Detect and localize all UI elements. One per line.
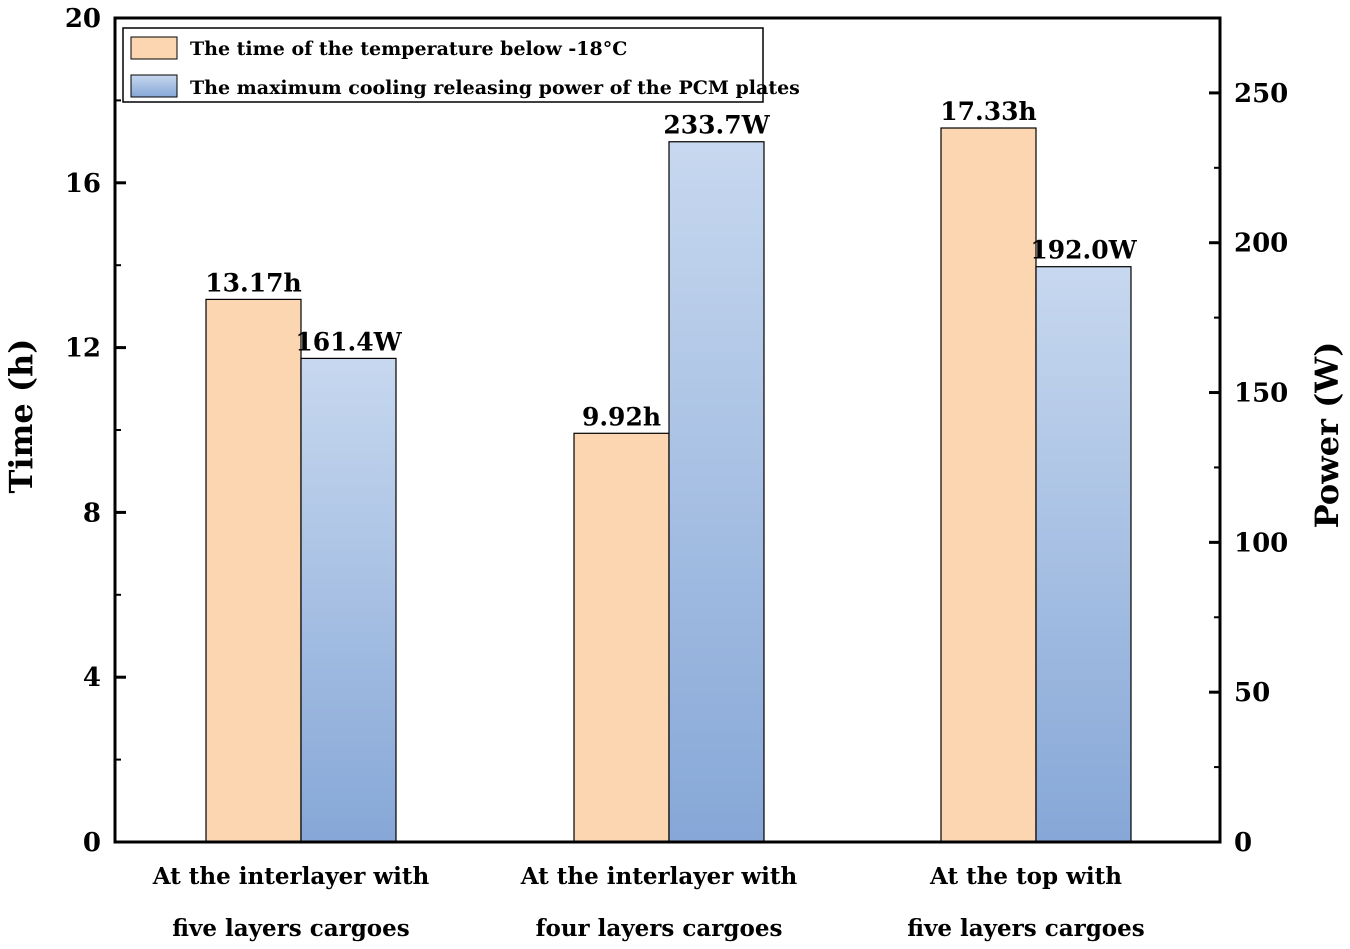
category-label-1-1: four layers cargoes	[536, 915, 783, 942]
bar-label-time-1: 9.92h	[582, 402, 661, 431]
left-tick-label-4: 16	[65, 169, 101, 199]
right-tick-label-2: 100	[1234, 528, 1288, 558]
right-tick-label-1: 50	[1234, 678, 1270, 708]
left-tick-label-2: 8	[83, 498, 101, 528]
left-tick-label-0: 0	[83, 828, 101, 858]
category-label-2-0: At the top with	[929, 863, 1122, 890]
left-tick-label-1: 4	[83, 663, 101, 693]
category-label-2-1: five layers cargoes	[907, 915, 1144, 942]
bar-label-power-2: 192.0W	[1030, 236, 1137, 265]
legend: The time of the temperature below -18°C …	[122, 27, 800, 103]
category-label-1-0: At the interlayer with	[520, 863, 798, 890]
bar-time-2	[940, 127, 1037, 843]
right-axis: 0 50 100 150 200 250	[1209, 17, 1288, 858]
left-axis: 0 4 8 12 16 20	[65, 4, 126, 858]
legend-swatch-time	[130, 36, 178, 60]
bar-label-time-2: 17.33h	[940, 97, 1036, 126]
legend-swatch-power	[130, 74, 178, 98]
bar-label-time-0: 13.17h	[205, 268, 301, 297]
bar-time-0	[205, 298, 302, 843]
bar-label-power-0: 161.4W	[295, 327, 402, 356]
legend-label-time: The time of the temperature below -18°C	[190, 38, 627, 60]
right-tick-label-3: 150	[1234, 379, 1288, 409]
left-tick-label-3: 12	[65, 334, 101, 364]
bars-layer	[205, 127, 1132, 843]
bar-labels-layer: 13.17h 161.4W 9.92h 233.7W 17.33h 192.0W	[205, 97, 1137, 431]
bar-power-2	[1035, 266, 1132, 843]
bar-time-1	[573, 432, 670, 843]
bar-label-power-1: 233.7W	[663, 111, 770, 140]
x-axis-categories: At the interlayer with five layers cargoe…	[152, 863, 1145, 942]
bar-power-1	[668, 141, 765, 843]
left-tick-label-5: 20	[65, 4, 101, 34]
right-tick-label-0: 0	[1234, 828, 1252, 858]
bar-power-0	[300, 357, 397, 843]
legend-box	[122, 27, 764, 103]
legend-label-power: The maximum cooling releasing power of t…	[190, 77, 800, 99]
right-tick-label-5: 250	[1234, 79, 1288, 109]
y2-axis-title: Power (W)	[1308, 342, 1346, 529]
right-tick-label-4: 200	[1234, 229, 1288, 259]
category-label-0-0: At the interlayer with	[152, 863, 430, 890]
y-axis-title: Time (h)	[2, 339, 40, 494]
category-label-0-1: five layers cargoes	[172, 915, 409, 942]
